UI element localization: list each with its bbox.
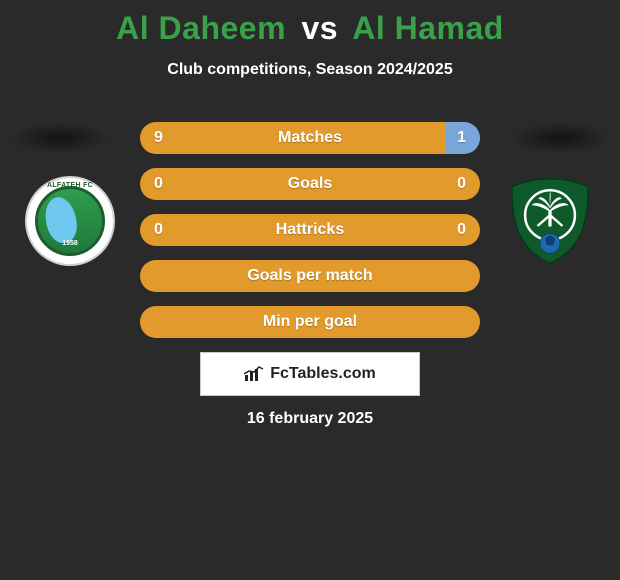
stat-value-left: 9 [154,129,163,147]
stat-row: 9 1 Matches [140,122,480,154]
alfateh-badge: ALFATEH FC 1958 [25,176,115,266]
stat-label: Goals per match [247,267,372,285]
subtitle: Club competitions, Season 2024/2025 [0,61,620,79]
alahli-shield-icon [508,177,592,265]
stat-value-right: 0 [457,175,466,193]
stat-value-left: 0 [154,221,163,239]
title-player-right: Al Hamad [352,10,504,46]
badge-shadow-left [10,122,110,154]
stat-row: 0 0 Goals [140,168,480,200]
title-player-left: Al Daheem [116,10,286,46]
stats-bars: 9 1 Matches 0 0 Goals 0 0 Hattricks Goals per mat… [140,122,480,338]
stat-value-right: 1 [457,129,466,147]
stat-label: Hattricks [276,221,344,239]
stat-row: 0 0 Hattricks [140,214,480,246]
fctables-chart-icon [244,366,264,382]
stat-row: Min per goal [140,306,480,338]
brand-text: FcTables.com [270,365,376,383]
stat-label: Min per goal [263,313,357,331]
stat-label: Goals [288,175,332,193]
stat-label: Matches [278,129,342,147]
stat-value-left: 0 [154,175,163,193]
alfateh-shield-icon: 1958 [35,186,105,256]
stat-value-right: 0 [457,221,466,239]
badge-shadow-right [510,122,610,154]
alahli-badge [505,176,595,266]
date-stamp: 16 february 2025 [0,410,620,428]
stat-row: Goals per match [140,260,480,292]
title-vs: vs [301,10,338,46]
alfateh-year: 1958 [38,240,102,247]
brand-box[interactable]: FcTables.com [200,352,420,396]
page-title: Al Daheem vs Al Hamad [0,0,620,47]
